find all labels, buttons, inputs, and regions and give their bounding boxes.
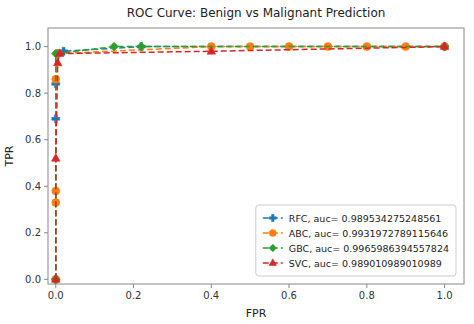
data-point (441, 43, 449, 51)
x-tick-label: 0.4 (203, 290, 219, 301)
data-point (52, 275, 60, 283)
legend-label: ABC, auc= 0.9931972789115646 (289, 228, 448, 239)
legend-marker (269, 230, 276, 237)
legend-label: RFC, auc= 0.989534275248561 (289, 213, 442, 224)
x-tick-label: 1.0 (437, 290, 453, 301)
x-tick (444, 284, 445, 288)
title: ROC Curve: Benign vs Malignant Predictio… (127, 6, 386, 20)
y-tick-label: 0.2 (25, 227, 41, 238)
series (51, 42, 449, 284)
legend-marker (269, 259, 277, 266)
series (52, 43, 449, 284)
x-tick-label: 0.2 (126, 290, 142, 301)
legend: RFC, auc= 0.989534275248561 ABC, auc= 0.9… (256, 205, 456, 276)
legend-label: GBC, auc= 0.9965986394557824 (289, 243, 449, 254)
y-tick (44, 232, 48, 233)
legend-box (256, 205, 456, 276)
y-tick-label: 0.6 (25, 134, 41, 145)
data-point (53, 58, 62, 66)
x-tick (366, 284, 367, 288)
data-point (55, 49, 64, 57)
data-point (51, 275, 60, 283)
y-tick-label: 0.8 (25, 88, 41, 99)
axes: 0.0 0.2 0.4 0.6 0.8 1.0 0.0 0.2 0.4 0.6 0.8 1.0 (25, 28, 464, 301)
x-tick (211, 284, 212, 288)
chart: ROC Curve: Benign vs Malignant Predictio… (0, 0, 474, 324)
series (52, 43, 449, 284)
x-tick-label: 0.8 (359, 290, 375, 301)
data-point (51, 275, 60, 284)
data-point (110, 42, 119, 51)
x-tick (55, 284, 56, 288)
y-axis-label: TPR (3, 145, 16, 167)
plot-frame (48, 28, 464, 284)
y-tick (44, 279, 48, 280)
data-point (207, 46, 216, 54)
series (51, 42, 448, 282)
x-tick-label: 0.6 (281, 290, 297, 301)
data-point (52, 275, 60, 283)
data-point (440, 42, 449, 50)
data-point (441, 43, 449, 51)
y-tick-label: 0.4 (25, 181, 41, 192)
legend-label: SVC, auc= 0.989010989010989 (289, 258, 442, 269)
y-tick (44, 46, 48, 47)
data-point (51, 154, 60, 162)
y-tick (44, 139, 48, 140)
y-tick (44, 186, 48, 187)
legend-marker (269, 215, 276, 222)
legend-marker (269, 244, 277, 252)
x-tick (289, 284, 290, 288)
y-tick (44, 93, 48, 94)
x-tick-label: 0.0 (48, 290, 64, 301)
data-point (137, 42, 146, 51)
x-tick (133, 284, 134, 288)
y-tick-label: 0.0 (25, 274, 41, 285)
x-axis-label: FPR (246, 307, 267, 320)
plot-area (51, 42, 449, 284)
y-tick-label: 1.0 (25, 41, 41, 52)
